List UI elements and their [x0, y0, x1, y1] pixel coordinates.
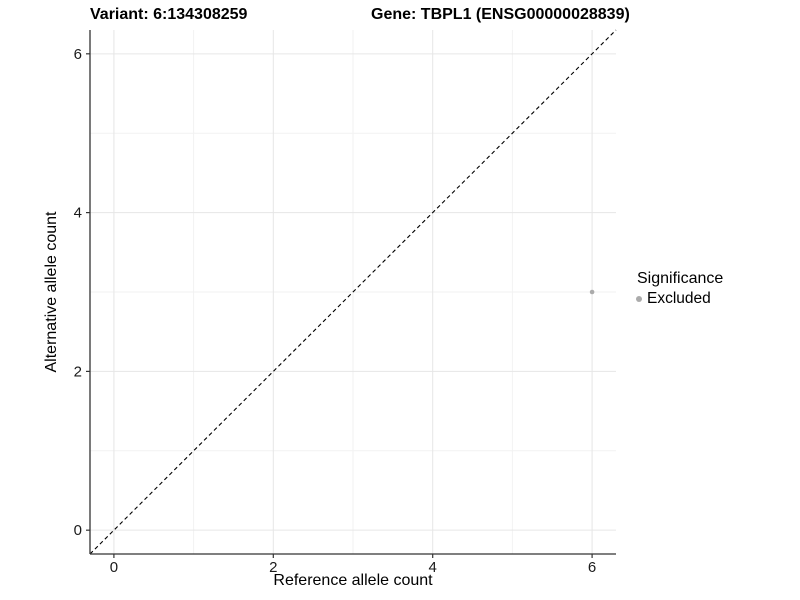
- y-tick-label: 2: [74, 363, 82, 380]
- legend-title: Significance: [637, 270, 724, 287]
- y-axis-label: Alternative allele count: [43, 211, 60, 373]
- y-tick-label: 6: [74, 46, 82, 63]
- excluded-point-icon: [635, 296, 642, 302]
- legend-item-label: Excluded: [647, 290, 711, 307]
- data-point: [589, 289, 595, 295]
- legend-item-excluded: Excluded: [630, 290, 723, 308]
- chart-title-variant: Variant: 6:134308259: [90, 6, 248, 23]
- x-tick-label: 6: [588, 559, 596, 576]
- identity-line: [89, 29, 617, 555]
- x-tick-label: 4: [429, 559, 437, 576]
- legend: Significance Excluded: [630, 270, 723, 308]
- x-tick-label: 0: [110, 559, 118, 576]
- y-tick-label: 0: [74, 522, 82, 539]
- x-tick-label: 2: [269, 559, 277, 576]
- legend-key: [630, 291, 647, 308]
- x-axis-label: Reference allele count: [273, 572, 433, 589]
- chart-title-gene: Gene: TBPL1 (ENSG00000028839): [371, 6, 630, 23]
- y-tick-label: 4: [74, 205, 82, 222]
